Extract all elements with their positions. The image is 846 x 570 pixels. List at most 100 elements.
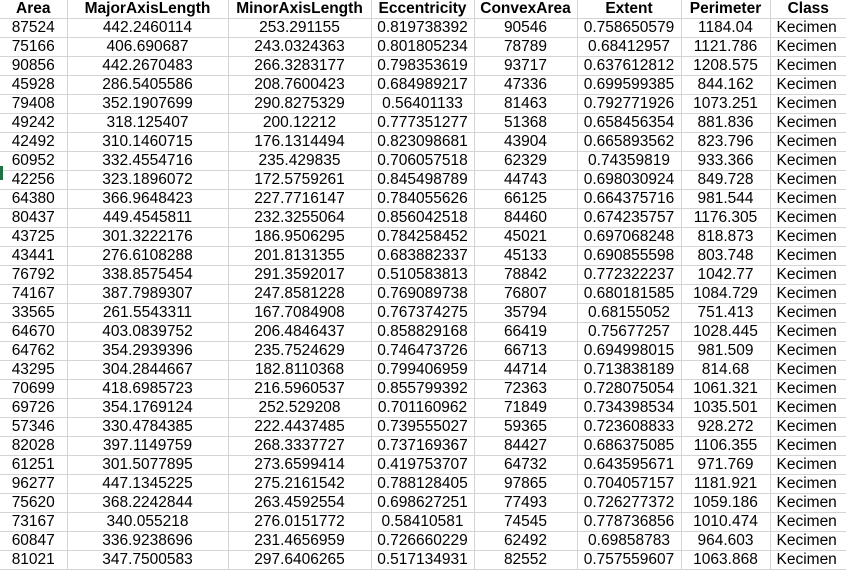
- cell-extent[interactable]: 0.74359819: [577, 151, 682, 171]
- cell-extent[interactable]: 0.68155052: [577, 303, 682, 323]
- cell-extent[interactable]: 0.726277372: [577, 493, 682, 513]
- cell-class[interactable]: Kecimen: [770, 170, 846, 190]
- cell-minoraxislength[interactable]: 297.6406265: [228, 550, 372, 570]
- cell-perimeter[interactable]: 1121.786: [681, 37, 771, 57]
- column-header-eccentricity[interactable]: Eccentricity: [371, 0, 475, 19]
- cell-extent[interactable]: 0.694998015: [577, 341, 682, 361]
- cell-area[interactable]: 96277: [0, 474, 68, 494]
- cell-majoraxislength[interactable]: 323.1896072: [67, 170, 229, 190]
- cell-area[interactable]: 33565: [0, 303, 68, 323]
- cell-perimeter[interactable]: 933.366: [681, 151, 771, 171]
- cell-extent[interactable]: 0.772322237: [577, 265, 682, 285]
- cell-convexarea[interactable]: 47336: [474, 75, 578, 95]
- cell-area[interactable]: 73167: [0, 512, 68, 532]
- cell-convexarea[interactable]: 71849: [474, 398, 578, 418]
- cell-area[interactable]: 64380: [0, 189, 68, 209]
- cell-convexarea[interactable]: 62329: [474, 151, 578, 171]
- cell-majoraxislength[interactable]: 286.5405586: [67, 75, 229, 95]
- cell-majoraxislength[interactable]: 406.690687: [67, 37, 229, 57]
- cell-eccentricity[interactable]: 0.767374275: [371, 303, 475, 323]
- cell-eccentricity[interactable]: 0.419753707: [371, 455, 475, 475]
- cell-minoraxislength[interactable]: 227.7716147: [228, 189, 372, 209]
- cell-majoraxislength[interactable]: 403.0839752: [67, 322, 229, 342]
- cell-eccentricity[interactable]: 0.510583813: [371, 265, 475, 285]
- cell-perimeter[interactable]: 1059.186: [681, 493, 771, 513]
- cell-class[interactable]: Kecimen: [770, 132, 846, 152]
- cell-eccentricity[interactable]: 0.801805234: [371, 37, 475, 57]
- cell-extent[interactable]: 0.713838189: [577, 360, 682, 380]
- cell-minoraxislength[interactable]: 176.1314494: [228, 132, 372, 152]
- cell-class[interactable]: Kecimen: [770, 284, 846, 304]
- cell-eccentricity[interactable]: 0.784055626: [371, 189, 475, 209]
- cell-area[interactable]: 45928: [0, 75, 68, 95]
- cell-minoraxislength[interactable]: 232.3255064: [228, 208, 372, 228]
- cell-eccentricity[interactable]: 0.517134931: [371, 550, 475, 570]
- cell-class[interactable]: Kecimen: [770, 246, 846, 266]
- cell-class[interactable]: Kecimen: [770, 94, 846, 114]
- cell-majoraxislength[interactable]: 330.4784385: [67, 417, 229, 437]
- cell-eccentricity[interactable]: 0.698627251: [371, 493, 475, 513]
- cell-area[interactable]: 81021: [0, 550, 68, 570]
- cell-minoraxislength[interactable]: 252.529208: [228, 398, 372, 418]
- cell-perimeter[interactable]: 881.836: [681, 113, 771, 133]
- cell-majoraxislength[interactable]: 442.2670483: [67, 56, 229, 76]
- cell-majoraxislength[interactable]: 301.5077895: [67, 455, 229, 475]
- cell-class[interactable]: Kecimen: [770, 18, 846, 38]
- cell-class[interactable]: Kecimen: [770, 455, 846, 475]
- cell-majoraxislength[interactable]: 397.1149759: [67, 436, 229, 456]
- cell-extent[interactable]: 0.697068248: [577, 227, 682, 247]
- cell-convexarea[interactable]: 59365: [474, 417, 578, 437]
- cell-minoraxislength[interactable]: 291.3592017: [228, 265, 372, 285]
- cell-area[interactable]: 76792: [0, 265, 68, 285]
- cell-area[interactable]: 57346: [0, 417, 68, 437]
- column-header-perimeter[interactable]: Perimeter: [681, 0, 771, 19]
- cell-minoraxislength[interactable]: 200.12212: [228, 113, 372, 133]
- cell-majoraxislength[interactable]: 332.4554716: [67, 151, 229, 171]
- cell-convexarea[interactable]: 74545: [474, 512, 578, 532]
- cell-extent[interactable]: 0.758650579: [577, 18, 682, 38]
- cell-extent[interactable]: 0.665893562: [577, 132, 682, 152]
- cell-majoraxislength[interactable]: 354.1769124: [67, 398, 229, 418]
- column-header-convexarea[interactable]: ConvexArea: [474, 0, 578, 19]
- cell-perimeter[interactable]: 1176.305: [681, 208, 771, 228]
- cell-area[interactable]: 74167: [0, 284, 68, 304]
- cell-class[interactable]: Kecimen: [770, 493, 846, 513]
- cell-extent[interactable]: 0.674235757: [577, 208, 682, 228]
- cell-convexarea[interactable]: 82552: [474, 550, 578, 570]
- cell-majoraxislength[interactable]: 318.125407: [67, 113, 229, 133]
- cell-extent[interactable]: 0.637612812: [577, 56, 682, 76]
- cell-perimeter[interactable]: 928.272: [681, 417, 771, 437]
- cell-perimeter[interactable]: 803.748: [681, 246, 771, 266]
- column-header-minoraxislength[interactable]: MinorAxisLength: [228, 0, 372, 19]
- cell-extent[interactable]: 0.680181585: [577, 284, 682, 304]
- cell-majoraxislength[interactable]: 354.2939396: [67, 341, 229, 361]
- cell-area[interactable]: 70699: [0, 379, 68, 399]
- cell-convexarea[interactable]: 93717: [474, 56, 578, 76]
- cell-class[interactable]: Kecimen: [770, 398, 846, 418]
- cell-eccentricity[interactable]: 0.56401133: [371, 94, 475, 114]
- cell-majoraxislength[interactable]: 304.2844667: [67, 360, 229, 380]
- cell-eccentricity[interactable]: 0.746473726: [371, 341, 475, 361]
- cell-class[interactable]: Kecimen: [770, 113, 846, 133]
- cell-class[interactable]: Kecimen: [770, 227, 846, 247]
- cell-class[interactable]: Kecimen: [770, 56, 846, 76]
- column-header-area[interactable]: Area: [0, 0, 68, 19]
- cell-area[interactable]: 60952: [0, 151, 68, 171]
- cell-perimeter[interactable]: 1028.445: [681, 322, 771, 342]
- cell-minoraxislength[interactable]: 263.4592554: [228, 493, 372, 513]
- cell-class[interactable]: Kecimen: [770, 360, 846, 380]
- cell-majoraxislength[interactable]: 340.055218: [67, 512, 229, 532]
- cell-convexarea[interactable]: 35794: [474, 303, 578, 323]
- cell-extent[interactable]: 0.778736856: [577, 512, 682, 532]
- cell-perimeter[interactable]: 1063.868: [681, 550, 771, 570]
- cell-majoraxislength[interactable]: 387.7989307: [67, 284, 229, 304]
- cell-eccentricity[interactable]: 0.856042518: [371, 208, 475, 228]
- cell-majoraxislength[interactable]: 261.5543311: [67, 303, 229, 323]
- cell-class[interactable]: Kecimen: [770, 322, 846, 342]
- cell-eccentricity[interactable]: 0.855799392: [371, 379, 475, 399]
- cell-class[interactable]: Kecimen: [770, 303, 846, 323]
- cell-class[interactable]: Kecimen: [770, 341, 846, 361]
- cell-extent[interactable]: 0.757559607: [577, 550, 682, 570]
- cell-eccentricity[interactable]: 0.684989217: [371, 75, 475, 95]
- cell-majoraxislength[interactable]: 310.1460715: [67, 132, 229, 152]
